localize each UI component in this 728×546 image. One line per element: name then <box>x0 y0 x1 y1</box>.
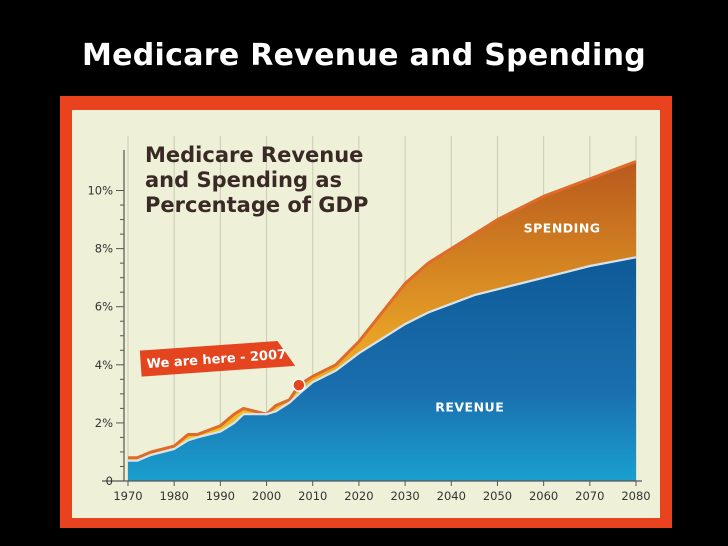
y-tick-label: 8% <box>95 242 113 256</box>
x-tick-label: 1980 <box>160 489 189 503</box>
revenue-label: REVENUE <box>435 399 504 414</box>
slide-title: Medicare Revenue and Spending <box>81 38 647 73</box>
x-tick-label: 2040 <box>437 489 466 503</box>
callout-marker <box>292 378 306 392</box>
y-tick-label: 0 <box>106 474 113 488</box>
y-tick-label: 10% <box>87 184 113 198</box>
y-tick-label: 2% <box>95 416 113 430</box>
revenue-line <box>128 256 637 462</box>
x-tick-label: 1990 <box>206 489 235 503</box>
callout-group: We are here - 2007 <box>139 341 296 377</box>
x-tick-label: 2070 <box>575 489 604 503</box>
x-tick-label: 2060 <box>529 489 558 503</box>
y-tick-label: 4% <box>95 358 113 372</box>
medicare-chart: 0 2% 4% 6% 8% 10% 1970 1980 1990 2000 2010 2020 2030… <box>72 110 660 518</box>
chart-title-line: Medicare Revenue <box>145 143 363 167</box>
x-tick-label: 2030 <box>390 489 419 503</box>
x-tick-label: 2080 <box>621 489 650 503</box>
chart-title-line: Percentage of GDP <box>145 193 368 217</box>
y-tick-label: 6% <box>95 300 113 314</box>
spending-label: SPENDING <box>524 221 601 236</box>
chart-title-line: and Spending as <box>145 168 342 192</box>
x-tick-label: 2000 <box>252 489 281 503</box>
callout-banner <box>139 341 296 377</box>
x-tick-label: 2020 <box>344 489 373 503</box>
revenue-area <box>128 257 636 481</box>
axis-layer: 0 2% 4% 6% 8% 10% 1970 1980 1990 2000 2010 2020 2030… <box>87 150 651 503</box>
spending-line <box>128 160 637 460</box>
chart-title: Medicare Revenue and Spending as Percentag… <box>145 143 368 217</box>
x-tick-label: 2050 <box>483 489 512 503</box>
x-tick-label: 2010 <box>298 489 327 503</box>
area-layer <box>128 160 637 481</box>
label-layer: Medicare Revenue and Spending as Percentag… <box>139 143 601 414</box>
x-tick-label: 1970 <box>113 489 142 503</box>
